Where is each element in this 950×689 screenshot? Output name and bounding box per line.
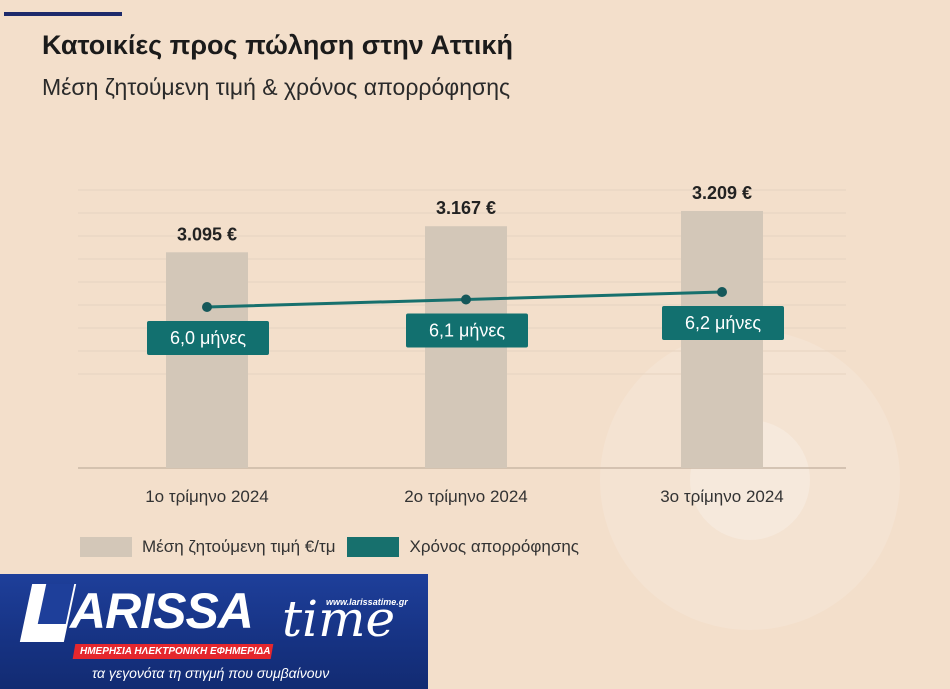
logo-url: www.larissatime.gr: [326, 597, 408, 607]
line-label-box: [406, 313, 528, 348]
line-point: [461, 294, 471, 305]
bar: [166, 252, 248, 468]
line-label-box: [662, 306, 784, 340]
line-point: [202, 302, 212, 312]
bar-value-label: 3.209 €: [692, 183, 752, 203]
legend-label-price: Μέση ζητούμενη τιμή €/τμ: [142, 537, 336, 556]
x-tick-label: 2ο τρίμηνο 2024: [404, 487, 528, 506]
bar-value-label: 3.167 €: [436, 198, 496, 218]
line-value-label: 6,2 μήνες: [685, 313, 761, 333]
x-tick-label: 3ο τρίμηνο 2024: [660, 487, 784, 506]
line-value-label: 6,0 μήνες: [170, 328, 246, 348]
chart-area: 3.095 € 1ο τρίμηνο 2024 3.167 € 2ο τρίμηνο …: [78, 183, 846, 506]
accent-rule: [4, 12, 122, 16]
line-point: [717, 287, 727, 297]
chart-legend: Μέση ζητούμενη τιμή €/τμ Χρόνος απορρόφη…: [80, 537, 591, 557]
legend-swatch-price: [80, 537, 132, 557]
chart-subtitle: Μέση ζητούμενη τιμή & χρόνος απορρόφησης: [42, 74, 511, 100]
line-label-box: [147, 321, 269, 355]
logo-time-wordmark: time: [282, 590, 396, 648]
line-value-label: 6,1 μήνες: [429, 321, 505, 341]
logo-wordmark: ARISSA: [70, 583, 254, 639]
logo-tagline: τα γεγονότα τη στιγμή που συμβαίνουν: [92, 665, 330, 681]
legend-swatch-absorption: [347, 537, 400, 557]
legend-label-absorption: Χρόνος απορρόφησης: [409, 537, 580, 556]
x-tick-label: 1ο τρίμηνο 2024: [145, 487, 269, 506]
chart-title: Κατοικίες προς πώληση στην Αττική: [42, 30, 513, 60]
bar-value-label: 3.095 €: [177, 224, 237, 244]
larissatime-logo: ARISSA time www.larissatime.gr ΗΜΕΡΗΣΙΑ …: [0, 574, 428, 689]
logo-ribbon-text: ΗΜΕΡΗΣΙΑ ΗΛΕΚΤΡΟΝΙΚΗ ΕΦΗΜΕΡΙΔΑ: [80, 646, 271, 657]
